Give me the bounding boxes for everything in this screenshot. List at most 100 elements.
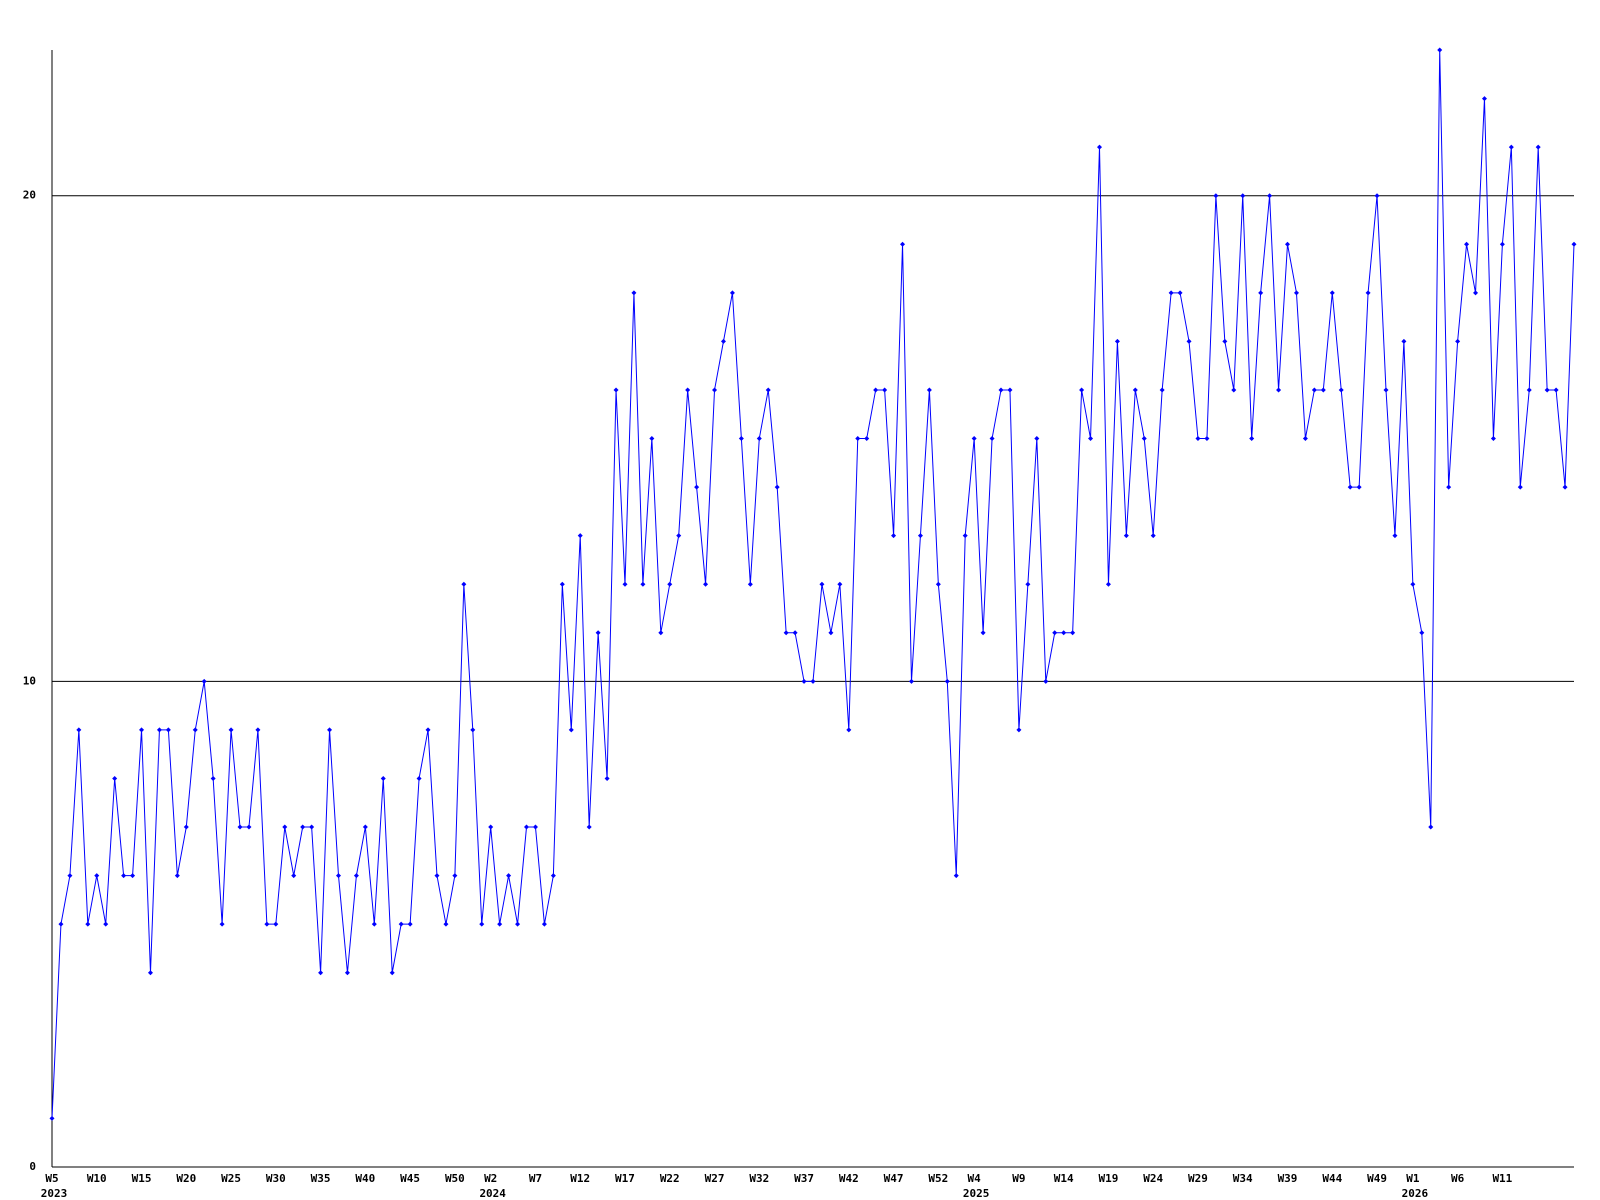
data-point [1052, 630, 1058, 636]
data-point [1285, 241, 1291, 247]
data-point [756, 436, 762, 442]
data-point [971, 436, 977, 442]
data-point [1213, 193, 1219, 199]
data-point [685, 387, 691, 393]
x-tick-label: W40 [355, 1172, 375, 1185]
x-tick-label: W2 [484, 1172, 497, 1185]
x-tick-label: W49 [1367, 1172, 1387, 1185]
data-point [1249, 436, 1255, 442]
data-point [479, 921, 485, 927]
data-point [1374, 193, 1380, 199]
data-point [1410, 581, 1416, 587]
data-point [416, 775, 422, 781]
data-point [318, 970, 324, 976]
data-point [156, 727, 162, 733]
data-point [515, 921, 521, 927]
data-point [1043, 678, 1049, 684]
x-tick-label: W35 [311, 1172, 331, 1185]
data-point [774, 484, 780, 490]
data-point [130, 873, 136, 879]
data-point [1123, 533, 1129, 539]
data-point [622, 581, 628, 587]
data-point [1490, 436, 1496, 442]
data-point [183, 824, 189, 830]
data-point [1365, 290, 1371, 296]
data-point [738, 436, 744, 442]
x-tick-label: W4 [968, 1172, 982, 1185]
data-point [1034, 436, 1040, 442]
data-point [255, 727, 261, 733]
data-point [1562, 484, 1568, 490]
x-tick-label: W47 [884, 1172, 904, 1185]
data-point [676, 533, 682, 539]
data-point [1222, 338, 1228, 344]
data-point [1571, 241, 1577, 247]
data-point [1079, 387, 1085, 393]
data-point [76, 727, 82, 733]
data-point [1186, 338, 1192, 344]
data-point [425, 727, 431, 733]
data-point [506, 873, 512, 879]
data-point [810, 678, 816, 684]
data-point [228, 727, 234, 733]
data-point [67, 873, 73, 879]
data-point [246, 824, 252, 830]
data-point [1508, 144, 1514, 150]
data-point [1535, 144, 1541, 150]
data-point [1329, 290, 1335, 296]
data-point [1168, 290, 1174, 296]
data-point [1061, 630, 1067, 636]
data-point [1132, 387, 1138, 393]
data-point [891, 533, 897, 539]
data-point [837, 581, 843, 587]
data-point [389, 970, 395, 976]
data-point [649, 436, 655, 442]
data-point [532, 824, 538, 830]
data-point [1141, 436, 1147, 442]
x-tick-label: W34 [1233, 1172, 1253, 1185]
data-point [1526, 387, 1532, 393]
data-point [828, 630, 834, 636]
data-point [1293, 290, 1299, 296]
data-point [944, 678, 950, 684]
data-point [667, 581, 673, 587]
data-point [917, 533, 923, 539]
data-point [434, 873, 440, 879]
x-year-label: 2024 [479, 1187, 506, 1200]
data-point [1481, 96, 1487, 102]
x-tick-label: W9 [1012, 1172, 1025, 1185]
data-point [282, 824, 288, 830]
data-point [273, 921, 279, 927]
data-point [344, 970, 350, 976]
data-point [631, 290, 637, 296]
data-point [353, 873, 359, 879]
data-point [461, 581, 467, 587]
data-point [1311, 387, 1317, 393]
data-point [577, 533, 583, 539]
data-point [1204, 436, 1210, 442]
data-point [1553, 387, 1559, 393]
data-point [559, 581, 565, 587]
x-tick-label: W22 [660, 1172, 680, 1185]
data-point [855, 436, 861, 442]
data-point [953, 873, 959, 879]
data-point [121, 873, 127, 879]
data-point [765, 387, 771, 393]
data-point [1302, 436, 1308, 442]
data-point [1114, 338, 1120, 344]
data-point [908, 678, 914, 684]
data-point [604, 775, 610, 781]
data-point [300, 824, 306, 830]
data-point [192, 727, 198, 733]
data-point [309, 824, 315, 830]
data-point [362, 824, 368, 830]
data-point [935, 581, 941, 587]
data-point [882, 387, 888, 393]
data-point [1356, 484, 1362, 490]
y-tick-label: 20 [23, 189, 36, 202]
data-point [1267, 193, 1273, 199]
data-point [729, 290, 735, 296]
data-point [541, 921, 547, 927]
data-point [1392, 533, 1398, 539]
